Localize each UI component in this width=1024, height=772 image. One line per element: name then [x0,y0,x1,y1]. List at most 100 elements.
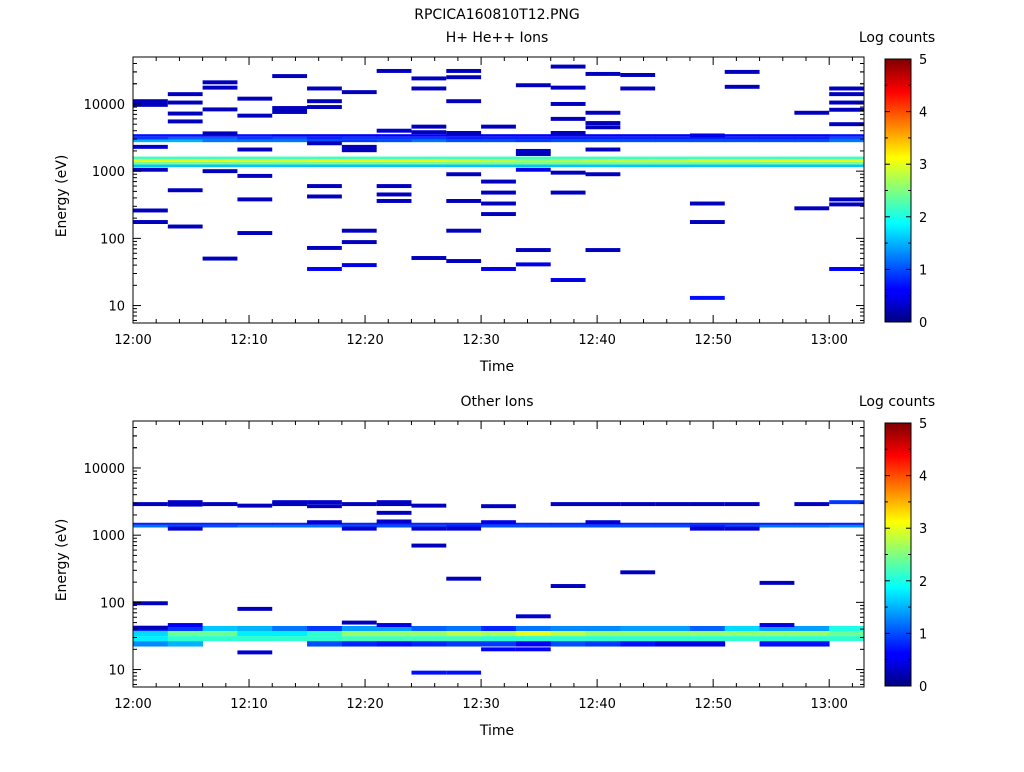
heatmap-cell [550,134,586,137]
heatmap-cell [202,159,238,162]
x-axis-ticks: 12:00 12:10 12:20 12:30 12:40 12:50 13:00 [114,57,853,348]
heatmap-cell [829,636,865,642]
heatmap-cell [550,101,586,106]
heatmap-cell [133,522,169,525]
heatmap-cell [446,164,482,168]
heatmap-cell [585,159,621,162]
heatmap-cell [585,136,621,140]
figure-title: RPCICA160810T12.PNG [414,7,579,23]
heatmap-cell [620,164,656,168]
heatmap-cell [550,625,586,631]
heatmap-cell [202,256,238,261]
heatmap-cell [411,139,447,143]
heatmap-cell [446,156,482,160]
heatmap-cell [307,156,343,160]
heatmap-cell [585,156,621,160]
heatmap-cell [167,92,203,97]
heatmap-cell [620,630,656,637]
heatmap-cell [341,263,377,268]
heatmap-cell [481,267,516,271]
heatmap-cell [307,139,343,143]
heatmap-cell [133,167,168,172]
heatmap-cell [829,500,864,505]
heatmap-cell [272,134,308,137]
heatmap-cell [202,625,238,631]
heatmap-cell [655,502,690,507]
heatmap-cell [481,636,517,642]
heatmap-cell [550,190,586,195]
heatmap-cell [446,99,482,104]
heatmap-cell [689,159,726,162]
heatmap-cell [376,134,412,137]
y-tick-label: 10000 [84,98,125,113]
heatmap-cell [829,139,865,143]
x-tick-label: 12:50 [694,697,731,712]
heatmap-cell [655,164,691,168]
colorbar-tick-label: 1 [919,627,927,642]
heatmap-cell [237,606,273,611]
heatmap-cell [515,248,551,253]
heatmap-cell [167,188,203,193]
heatmap-cell [133,159,169,162]
heatmap-cell [794,524,830,528]
heatmap-cell [794,159,830,162]
heatmap-cell [237,96,273,101]
heatmap-cell [133,99,168,104]
heatmap-cell [829,522,865,525]
heatmap-cell [829,161,865,165]
heatmap-cell [481,139,517,143]
heatmap-cell [202,80,238,85]
heatmap-cell [794,206,830,211]
heatmap-cell [515,134,552,137]
heatmap-cell [829,122,864,127]
heatmap-cell [237,136,273,140]
heatmap-cell [411,524,447,528]
heatmap-cell [759,636,795,642]
heatmap-cell [689,220,725,225]
heatmap-cell [376,636,412,642]
heatmap-cell [585,121,621,126]
heatmap-cell [446,526,482,531]
heatmap-cell [167,111,203,116]
heatmap-cell [724,625,760,631]
heatmap-cell [515,136,552,140]
heatmap-cell [585,630,621,637]
heatmap-cell [133,636,169,642]
heatmap-cell [759,522,795,525]
heatmap-cell [829,156,865,160]
heatmap-cell [620,156,656,160]
heatmap-cell [829,136,865,140]
heatmap-cell [133,502,168,507]
heatmap-cell [759,156,795,160]
heatmap-cell [272,136,308,140]
heatmap-cell [237,197,273,202]
heatmap-cell [585,520,621,525]
heatmap-cell [376,161,412,165]
heatmap-cell [724,636,760,642]
colorbar-tick-label: 2 [919,211,927,226]
heatmap-cell [620,86,656,91]
heatmap-cell [655,159,691,162]
heatmap-cell [446,134,482,137]
heatmap-cell [794,641,830,647]
heatmap-cell [167,159,204,162]
heatmap-cell [341,156,378,160]
heatmap-cell [515,159,552,162]
heatmap-cell [411,124,447,129]
heatmap-cell [446,524,482,528]
heatmap-cell [655,636,691,642]
heatmap-cell [237,147,273,152]
heatmap-cell [446,228,482,233]
heatmap-cell [202,524,238,528]
y-tick-label: 100 [100,596,125,611]
heatmap-cell [550,164,586,168]
heatmap-cell [446,172,482,177]
heatmap-cell [794,161,830,165]
heatmap-cell [550,170,586,175]
heatmap-cell [794,156,830,160]
heatmap-cell [689,630,726,637]
colorbar-tick-label: 3 [919,158,927,173]
heatmap-cell [724,159,760,162]
heatmap-cell [481,159,517,162]
heatmap-cell [272,164,308,168]
